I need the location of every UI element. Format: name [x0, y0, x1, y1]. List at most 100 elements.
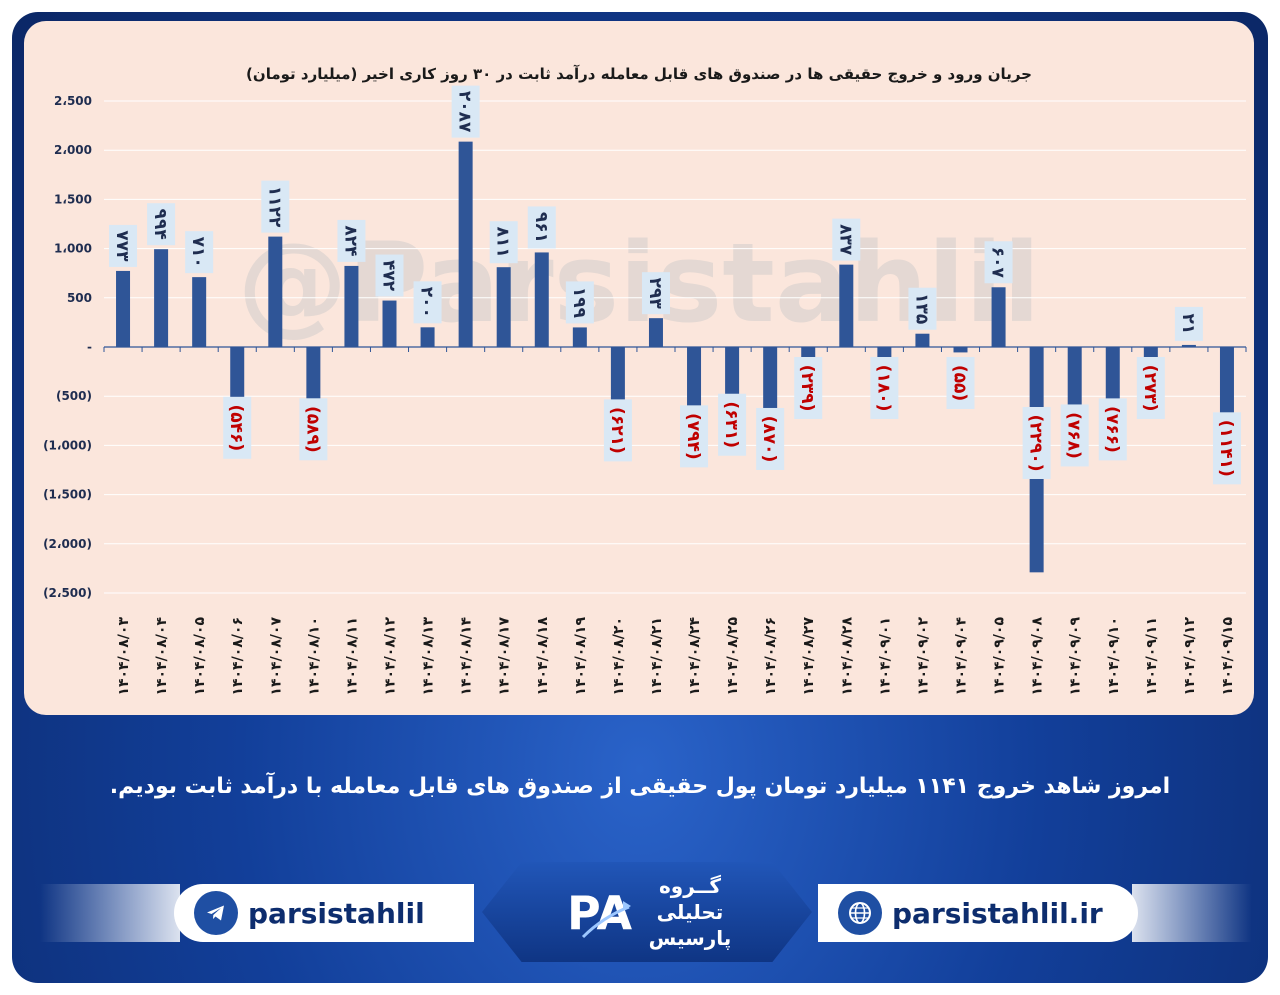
data-label: ۲۹۳ — [641, 272, 670, 315]
website-ribbon[interactable]: parsistahlil.ir — [818, 884, 1138, 942]
x-tick-label: ۱۴۰۴/۰۸/۰۵ — [192, 617, 208, 696]
bar — [991, 287, 1006, 347]
x-tick-label: ۱۴۰۴/۰۹/۰۱ — [877, 617, 893, 696]
ribbon-glow-right — [1132, 884, 1252, 942]
data-label: ۱۳۵ — [908, 287, 937, 330]
bar — [572, 327, 587, 347]
x-tick-label-text: ۱۴۰۴/۰۹/۰۲ — [915, 617, 931, 696]
y-tick-label: - — [87, 340, 92, 354]
data-label-box — [109, 224, 138, 267]
data-label-box — [641, 272, 670, 315]
data-label: (۷۶۸) — [1060, 404, 1089, 467]
x-tick-label-text: ۱۴۰۴/۰۸/۱۰ — [306, 617, 322, 696]
y-tick-label: 1،500 — [54, 192, 92, 206]
x-tick-label-text: ۱۴۰۴/۰۸/۱۳ — [421, 617, 437, 696]
data-label: (۲۲۹۰) — [1022, 407, 1051, 479]
data-label-box — [832, 218, 861, 261]
x-tick-label-text: ۱۴۰۴/۰۸/۱۷ — [497, 617, 513, 696]
data-label-text: ۸۲۴ — [340, 225, 360, 256]
x-tick-label: ۱۴۰۴/۰۸/۲۶ — [763, 617, 779, 696]
chart-title: جریان ورود و خروج حقیقی ها در صندوق های … — [246, 65, 1032, 83]
data-label-box — [870, 357, 899, 419]
data-label: (۱۸۰) — [870, 357, 899, 419]
poster-frame: @Parsistahlil جریان ورود و خروج حقیقی ها … — [12, 12, 1268, 983]
x-tick-label: ۱۴۰۴/۰۸/۲۵ — [725, 617, 741, 696]
data-label-text: (۶۲۱) — [607, 407, 627, 454]
data-label: ۲۰۸۷ — [451, 85, 480, 138]
data-label-text: ۸۳۷ — [835, 224, 855, 256]
x-tick-label: ۱۴۰۴/۰۹/۰۴ — [954, 617, 970, 696]
x-tick-label-text: ۱۴۰۴/۰۸/۲۰ — [611, 617, 627, 696]
x-tick-label-text: ۱۴۰۴/۰۹/۱۵ — [1220, 617, 1236, 696]
data-label: (۵۵) — [946, 357, 975, 409]
logo-line-1: گــروه — [659, 874, 721, 898]
bar — [420, 327, 435, 347]
bar — [344, 265, 359, 347]
data-label: ۸۳۷ — [832, 218, 861, 261]
x-tick-label-text: ۱۴۰۴/۰۸/۱۴ — [459, 617, 475, 696]
x-tick-label-text: ۱۴۰۴/۰۸/۰۶ — [230, 617, 246, 696]
x-tick-label: ۱۴۰۴/۰۹/۰۲ — [915, 617, 931, 696]
x-tick-label: ۱۴۰۴/۰۸/۰۴ — [154, 617, 170, 696]
x-tick-label: ۱۴۰۴/۰۸/۱۳ — [421, 617, 437, 696]
bar — [1067, 347, 1082, 423]
telegram-icon — [194, 891, 238, 935]
x-tick-label-text: ۱۴۰۴/۰۸/۱۸ — [535, 617, 551, 696]
x-tick-label-text: ۱۴۰۴/۰۸/۰۷ — [268, 617, 284, 696]
x-tick-label-text: ۱۴۰۴/۰۸/۱۹ — [573, 617, 589, 696]
bar — [154, 249, 169, 347]
x-tick-label: ۱۴۰۴/۰۸/۱۱ — [344, 617, 360, 696]
logo-mark-icon: PA — [567, 886, 632, 940]
data-label: ۸۱۱ — [489, 221, 518, 264]
data-label-box — [451, 85, 480, 138]
y-tick-label: 2،500 — [54, 94, 92, 108]
bar — [610, 347, 625, 409]
caption-text: امروز شاهد خروج ۱۱۴۱ میلیارد تومان پول ح… — [109, 774, 1171, 799]
data-label-box — [337, 219, 366, 262]
data-label: ۷۷۳ — [109, 224, 138, 267]
x-tick-label-text: ۱۴۰۴/۰۸/۱۲ — [383, 617, 399, 696]
data-label: ۴۷۲ — [375, 254, 404, 297]
data-label: ۷۱۰ — [185, 231, 214, 274]
data-label-box — [565, 281, 594, 324]
y-tick-label: 2،000 — [54, 143, 92, 157]
x-tick-label: ۱۴۰۴/۰۸/۲۴ — [687, 617, 703, 696]
data-label-text: (۷۶۶) — [1102, 406, 1122, 453]
data-label-text: ۹۶۱ — [531, 212, 551, 243]
bar — [496, 267, 511, 347]
x-tick-label: ۱۴۰۴/۰۹/۰۸ — [1030, 617, 1046, 696]
x-tick-label-text: ۱۴۰۴/۰۹/۱۱ — [1144, 617, 1160, 696]
x-tick-label-text: ۱۴۰۴/۰۸/۲۴ — [687, 617, 703, 696]
x-tick-label: ۱۴۰۴/۰۸/۱۲ — [383, 617, 399, 696]
bar — [725, 347, 740, 410]
data-label-box — [1174, 306, 1203, 341]
y-tick-label: 1،000 — [54, 242, 92, 256]
data-label-text: (۵۸۹) — [302, 406, 322, 453]
data-label-box — [756, 407, 785, 470]
data-label-text: ۶۰۷ — [988, 247, 1008, 279]
logo-line-3: پارسیس — [648, 926, 732, 950]
data-label: (۲۳۹) — [794, 357, 823, 419]
bar — [268, 236, 283, 347]
data-label: ۱۱۲۲ — [261, 180, 290, 233]
logo-letters: PA — [567, 886, 632, 940]
telegram-ribbon[interactable]: parsistahlil — [174, 884, 474, 942]
logo-line-2: تحلیلی — [656, 900, 724, 924]
data-label-box — [375, 254, 404, 297]
x-tick-label-text: ۱۴۰۴/۰۹/۰۸ — [1030, 617, 1046, 696]
data-label-box — [718, 393, 747, 456]
x-tick-label: ۱۴۰۴/۰۹/۱۵ — [1220, 617, 1236, 696]
data-label-box — [603, 399, 632, 462]
data-label-box — [680, 405, 709, 468]
ribbon-glow-left — [40, 884, 180, 942]
bar — [192, 277, 207, 347]
data-label: (۸۷۰) — [756, 407, 785, 470]
data-label-box — [147, 203, 176, 246]
data-label: (۷۹۴) — [680, 405, 709, 468]
data-label-text: (۱۱۴۱) — [1216, 420, 1236, 477]
bar — [1181, 344, 1196, 347]
x-tick-label: ۱۴۰۴/۰۸/۲۷ — [801, 617, 817, 696]
data-label-text: ۲۰۸۷ — [455, 91, 475, 133]
data-label-text: ۱۹۹ — [569, 287, 589, 319]
data-label-box — [413, 281, 442, 324]
